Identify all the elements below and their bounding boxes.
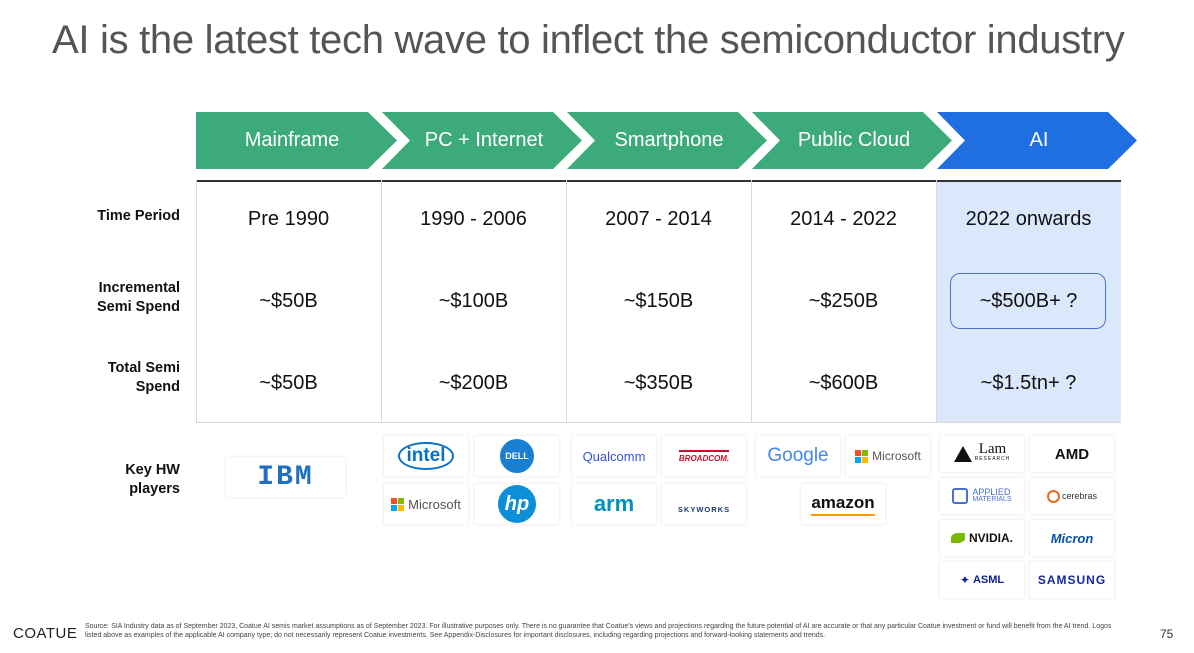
row-label-key-hw-players: Key HW players	[125, 462, 180, 497]
nvidia-logo: NVIDIA.	[940, 520, 1024, 556]
samsung-logo: SAMSUNG	[1030, 562, 1114, 598]
skyworks-logo: SKYWORKS	[662, 484, 746, 524]
incremental-spend-smartphone: ~$150B	[623, 290, 694, 312]
time-period-mainframe: Pre 1990	[247, 208, 330, 230]
ai-column-highlight	[936, 180, 1121, 423]
time-period-smartphone: 2007 - 2014	[605, 208, 712, 230]
row-label-time-period: Time Period	[97, 208, 180, 224]
lam-research-logo: Lam RESEARCH	[940, 436, 1024, 472]
column-divider	[936, 180, 937, 423]
total-spend-pc-internet: ~$200B	[438, 372, 509, 394]
google-logo: Google	[756, 436, 840, 476]
incremental-spend-ai: ~$500B+ ?	[979, 290, 1078, 312]
microsoft-squares-icon	[855, 449, 869, 463]
source-footnote: Source: SIA Industry data as of Septembe…	[85, 623, 1112, 639]
applied-materials-icon	[952, 488, 969, 504]
coatue-logo: COATUE	[13, 625, 78, 642]
table-top-rule	[196, 180, 1121, 182]
applied-materials-logo: APPLIED MATERIALS	[940, 478, 1024, 514]
time-period-pc-internet: 1990 - 2006	[420, 208, 527, 230]
amd-logo: AMD	[1030, 436, 1114, 472]
column-divider	[751, 180, 752, 423]
microsoft-squares-icon	[391, 497, 405, 511]
hp-logo: hp	[475, 484, 559, 524]
dell-logo: DELL	[475, 436, 559, 476]
total-spend-smartphone: ~$350B	[623, 372, 694, 394]
total-spend-mainframe: ~$50B	[259, 372, 318, 394]
microsoft-logo-cloud: Microsoft	[846, 436, 930, 476]
asml-icon: ✦	[959, 573, 970, 587]
asml-logo: ✦ ASML	[940, 562, 1024, 598]
time-period-ai: 2022 onwards	[965, 208, 1092, 230]
page-number: 75	[1160, 627, 1174, 641]
era-mainframe: Mainframe	[244, 129, 340, 151]
table-left-rule	[196, 180, 197, 423]
total-spend-public-cloud: ~$600B	[808, 372, 879, 394]
row-label-total-spend: Total Semi Spend	[107, 360, 180, 395]
cerebras-logo: cerebras	[1030, 478, 1114, 514]
incremental-spend-pc-internet: ~$100B	[438, 290, 509, 312]
ibm-logo: IBM	[226, 457, 345, 497]
ai-incremental-highlight-box	[950, 273, 1106, 329]
total-spend-ai: ~$1.5tn+ ?	[980, 372, 1077, 394]
cerebras-icon	[1046, 489, 1060, 503]
column-divider	[381, 180, 382, 423]
column-divider	[566, 180, 567, 423]
incremental-spend-public-cloud: ~$250B	[808, 290, 879, 312]
qualcomm-logo: Qualcomm	[572, 436, 656, 476]
row-label-incremental-spend: Incremental Semi Spend	[97, 280, 180, 315]
table-bottom-rule	[196, 422, 1121, 423]
broadcom-logo: BROADCOM.	[662, 436, 746, 476]
micron-logo: Micron	[1030, 520, 1114, 556]
arm-logo: arm	[572, 484, 656, 524]
page-title: AI is the latest tech wave to inflect th…	[52, 18, 1125, 62]
time-period-public-cloud: 2014 - 2022	[790, 208, 897, 230]
lam-triangle-icon	[953, 446, 972, 462]
era-ai: AI	[1029, 129, 1049, 151]
microsoft-logo: Microsoft	[384, 484, 468, 524]
amazon-logo: amazon	[801, 484, 885, 524]
era-public-cloud: Public Cloud	[797, 129, 911, 151]
intel-logo: intel	[384, 436, 468, 476]
nvidia-eye-icon	[950, 533, 965, 543]
incremental-spend-mainframe: ~$50B	[259, 290, 318, 312]
era-pc-internet: PC + Internet	[424, 129, 544, 151]
era-smartphone: Smartphone	[614, 129, 724, 151]
